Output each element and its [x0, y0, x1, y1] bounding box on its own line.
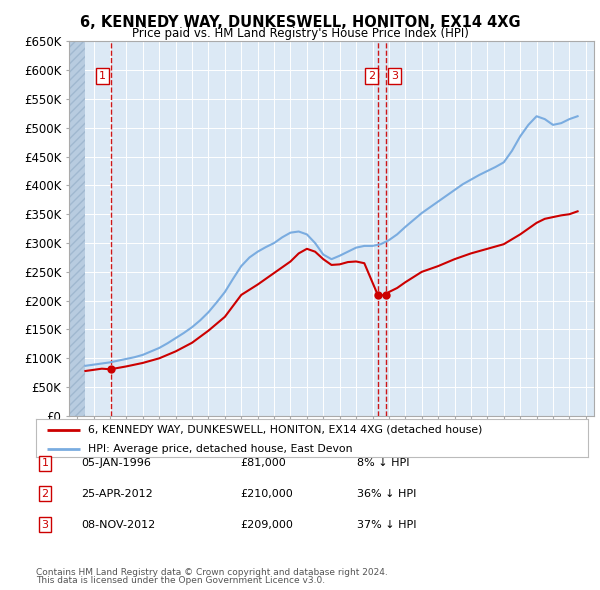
Text: 3: 3 [41, 520, 49, 529]
Text: 05-JAN-1996: 05-JAN-1996 [81, 458, 151, 468]
Text: HPI: Average price, detached house, East Devon: HPI: Average price, detached house, East… [88, 444, 353, 454]
Bar [69, 41, 85, 416]
Text: £210,000: £210,000 [240, 489, 293, 499]
Text: This data is licensed under the Open Government Licence v3.0.: This data is licensed under the Open Gov… [36, 576, 325, 585]
Text: 1: 1 [99, 71, 106, 81]
Text: Price paid vs. HM Land Registry's House Price Index (HPI): Price paid vs. HM Land Registry's House … [131, 27, 469, 40]
Text: 6, KENNEDY WAY, DUNKESWELL, HONITON, EX14 4XG: 6, KENNEDY WAY, DUNKESWELL, HONITON, EX1… [80, 15, 520, 30]
Text: 6, KENNEDY WAY, DUNKESWELL, HONITON, EX14 4XG (detached house): 6, KENNEDY WAY, DUNKESWELL, HONITON, EX1… [88, 425, 483, 435]
Text: £81,000: £81,000 [240, 458, 286, 468]
Text: 37% ↓ HPI: 37% ↓ HPI [357, 520, 416, 529]
Text: 2: 2 [368, 71, 375, 81]
Text: 8% ↓ HPI: 8% ↓ HPI [357, 458, 409, 468]
Text: Contains HM Land Registry data © Crown copyright and database right 2024.: Contains HM Land Registry data © Crown c… [36, 568, 388, 577]
Text: 1: 1 [41, 458, 49, 468]
Text: 08-NOV-2012: 08-NOV-2012 [81, 520, 155, 529]
Text: 36% ↓ HPI: 36% ↓ HPI [357, 489, 416, 499]
Text: 2: 2 [41, 489, 49, 499]
Text: £209,000: £209,000 [240, 520, 293, 529]
Text: 3: 3 [391, 71, 398, 81]
Text: 25-APR-2012: 25-APR-2012 [81, 489, 153, 499]
